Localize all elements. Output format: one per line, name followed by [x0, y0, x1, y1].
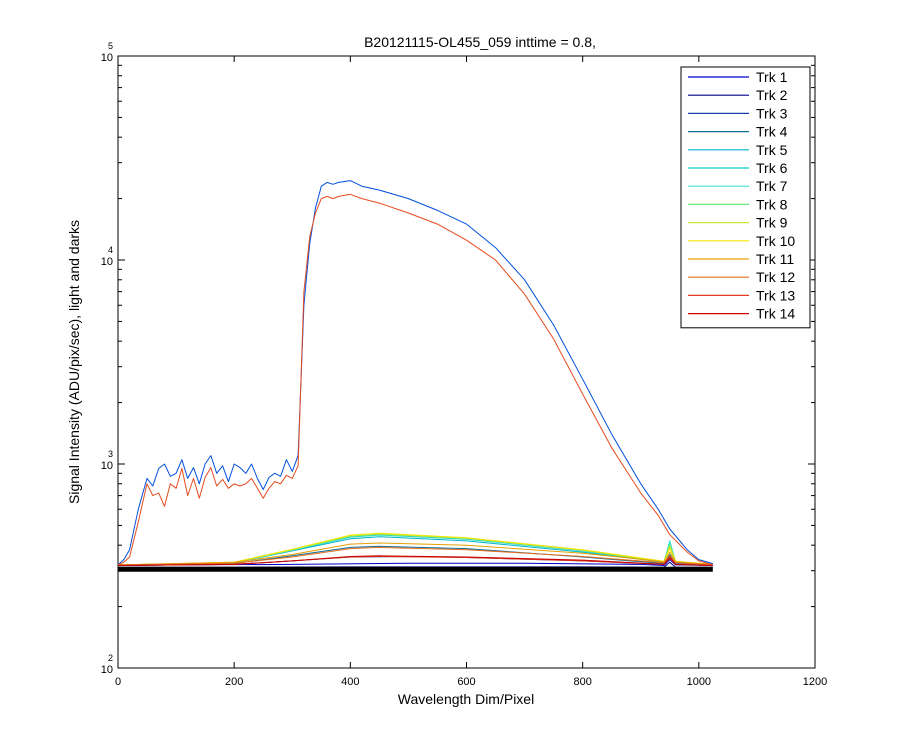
series-line-11 — [117, 542, 713, 566]
legend-item: Trk 6 — [688, 160, 788, 176]
y-tick-base: 10 — [101, 256, 113, 268]
y-tick-label: 105 — [101, 41, 113, 64]
legend-label: Trk 5 — [756, 142, 788, 158]
x-tick-label: 600 — [457, 676, 475, 688]
legend-item: Trk 5 — [688, 142, 788, 158]
legend-label: Trk 12 — [756, 269, 795, 285]
x-tick-label: 1200 — [803, 676, 827, 688]
legend-item: Trk 13 — [688, 287, 795, 303]
legend-item: Trk 11 — [688, 251, 794, 267]
chart-title: B20121115-OL455_059 inttime = 0.8, — [364, 34, 596, 50]
x-tick-label: 1000 — [687, 676, 711, 688]
y-tick-base: 10 — [101, 664, 113, 676]
series-line-12 — [117, 546, 713, 566]
legend-box — [680, 66, 811, 329]
y-tick-exponent: 3 — [108, 449, 113, 459]
legend-item: Trk 3 — [688, 105, 788, 121]
legend-item: Trk 9 — [688, 215, 788, 231]
x-tick-label: 400 — [341, 676, 359, 688]
x-tick-label: 800 — [573, 676, 591, 688]
legend-label: Trk 9 — [756, 215, 788, 231]
y-tick-label: 104 — [101, 245, 113, 268]
legend-label: Trk 10 — [756, 233, 795, 249]
legend-label: Trk 14 — [756, 306, 795, 322]
series-layer — [117, 180, 713, 572]
y-tick-label: 103 — [101, 449, 113, 472]
legend-label: Trk 6 — [756, 160, 788, 176]
series-line-16 — [117, 180, 713, 566]
legend-item: Trk 2 — [688, 87, 788, 103]
y-tick-exponent: 2 — [108, 653, 113, 663]
legend-label: Trk 13 — [756, 287, 795, 303]
y-axis-label: Signal Intensity (ADU/pix/sec), light an… — [66, 220, 82, 504]
x-tick-label: 200 — [225, 676, 243, 688]
legend-item: Trk 14 — [688, 306, 795, 322]
x-tick-label: 0 — [115, 676, 121, 688]
series-line-10 — [117, 532, 713, 566]
legend-item: Trk 12 — [688, 269, 795, 285]
legend-item: Trk 8 — [688, 196, 788, 212]
legend-label: Trk 4 — [756, 124, 788, 140]
legend-label: Trk 1 — [756, 69, 788, 85]
legend-label: Trk 8 — [756, 196, 788, 212]
series-line-17 — [117, 193, 713, 566]
legend-label: Trk 2 — [756, 87, 788, 103]
legend-item: Trk 1 — [688, 69, 788, 85]
legend: Trk 1 Trk 2 Trk 3 Trk 4 Trk 5 Trk 6 Trk 7 Trk 8… — [680, 66, 811, 329]
legend-label: Trk 11 — [756, 251, 794, 267]
legend-label: Trk 7 — [756, 178, 788, 194]
legend-item: Trk 4 — [688, 124, 788, 140]
y-tick-base: 10 — [101, 52, 113, 64]
legend-item: Trk 7 — [688, 178, 788, 194]
legend-label: Trk 3 — [756, 105, 788, 121]
y-tick-exponent: 5 — [108, 41, 113, 51]
y-tick-exponent: 4 — [108, 245, 113, 255]
y-tick-label: 102 — [101, 653, 113, 676]
legend-item: Trk 10 — [688, 233, 795, 249]
series-line-14 — [117, 555, 713, 566]
x-axis-label: Wavelength Dim/Pixel — [398, 691, 534, 707]
y-tick-base: 10 — [101, 460, 113, 472]
